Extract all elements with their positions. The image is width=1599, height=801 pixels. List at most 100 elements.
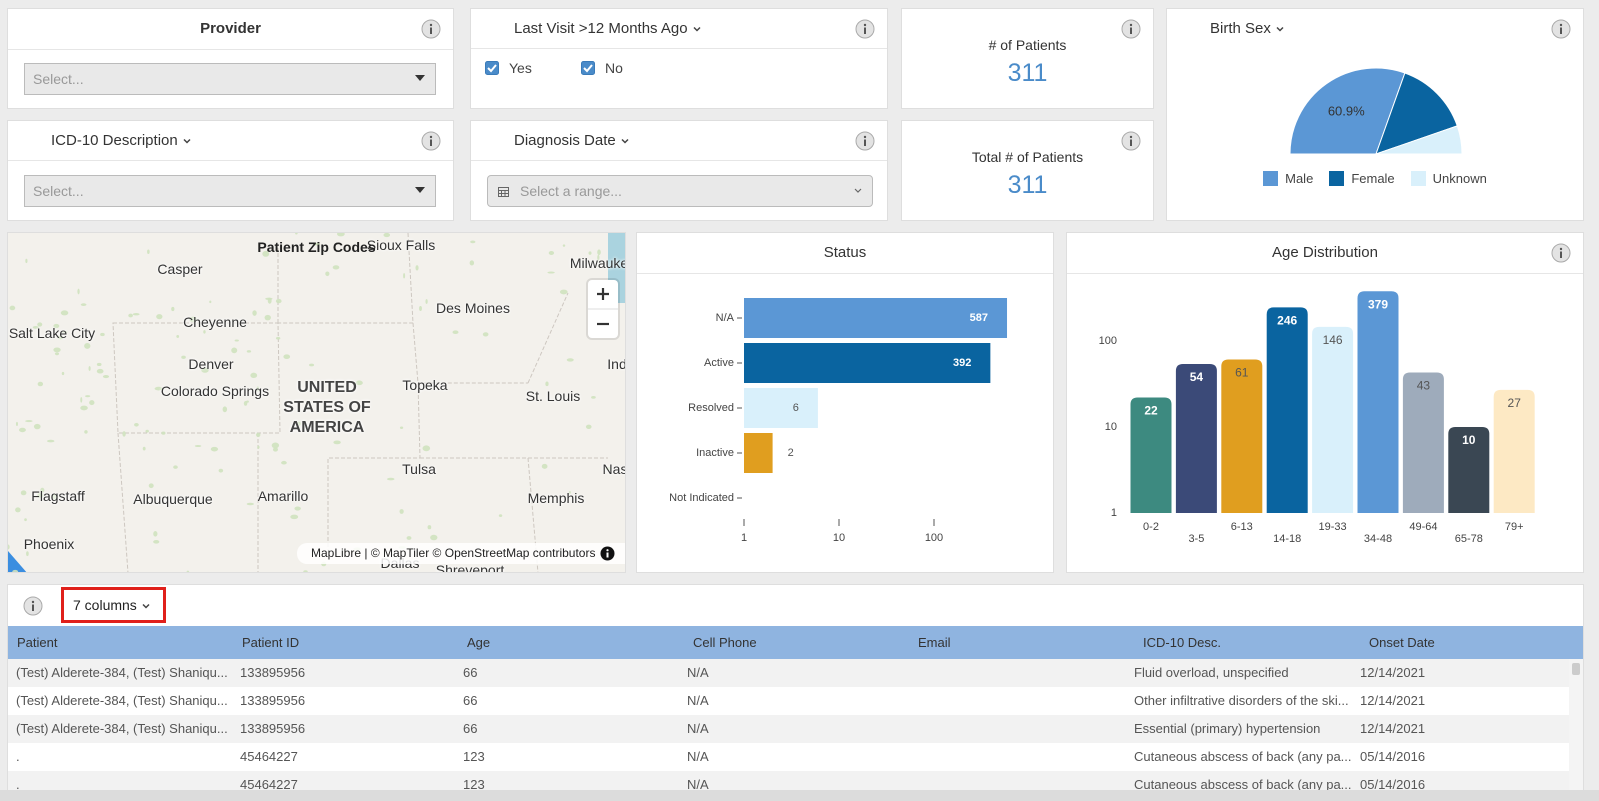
pie: 60.9%: [1289, 67, 1463, 155]
vegetation: [275, 298, 282, 304]
select-placeholder: Select...: [33, 71, 84, 87]
vegetation: [176, 335, 180, 338]
vegetation: [231, 347, 238, 354]
vegetation: [591, 396, 596, 399]
vegetation: [189, 316, 197, 323]
map[interactable]: Sioux Falls Casper Milwauke Cheyenne Des Moi…: [7, 232, 626, 573]
vegetation: [186, 570, 190, 572]
vegetation: [406, 536, 412, 540]
bar: [1402, 372, 1444, 513]
table-cell: 12/14/2021: [1360, 665, 1426, 680]
vegetation: [148, 483, 154, 489]
vegetation: [47, 439, 55, 443]
info-icon[interactable]: [421, 19, 441, 39]
date-range-picker[interactable]: Select a range...: [487, 175, 873, 207]
column-header[interactable]: Email: [918, 635, 951, 650]
checkbox-no[interactable]: No: [581, 60, 623, 76]
column-header[interactable]: Patient ID: [242, 635, 300, 650]
checkbox-label: Yes: [509, 60, 532, 76]
legend-item: Female: [1329, 171, 1395, 186]
filter-title[interactable]: ICD-10 Description: [8, 121, 453, 161]
column-header[interactable]: Patient: [17, 635, 58, 650]
vegetation: [246, 350, 252, 353]
map-label: Colorado Springs: [160, 383, 270, 399]
chart-title: Age Distribution: [1067, 233, 1583, 274]
vegetation: [387, 477, 395, 481]
map-label: Amarillo: [257, 488, 309, 504]
attribution-icon[interactable]: [600, 546, 615, 561]
info-icon[interactable]: [23, 596, 43, 616]
vegetation: [181, 355, 186, 359]
vertical-scrollbar[interactable]: [1569, 659, 1583, 801]
filter-title[interactable]: Diagnosis Date: [471, 121, 887, 161]
vegetation: [173, 465, 178, 469]
vegetation: [256, 386, 260, 392]
vegetation: [425, 299, 428, 304]
table-cell: (Test) Alderete-384, (Test) Shaniqu...: [16, 665, 228, 680]
filter-title: Provider: [8, 9, 453, 50]
column-header[interactable]: ICD-10 Desc.: [1143, 635, 1222, 650]
vegetation: [303, 570, 308, 572]
chevron: [854, 188, 862, 193]
status-plot: N/A 587 Active 392 Resolved 6 Inactive 2 Not Ind…: [669, 298, 1008, 544]
column-header[interactable]: Age: [467, 635, 491, 650]
legend-swatch: [1410, 171, 1426, 186]
info-icon[interactable]: [855, 131, 875, 151]
filter-title-text: ICD-10 Description: [51, 132, 178, 149]
info-icon[interactable]: [1121, 19, 1141, 39]
table-cell: .: [16, 749, 20, 764]
checkbox-yes[interactable]: Yes: [485, 60, 532, 76]
zoom-buttons[interactable]: [588, 280, 618, 338]
vegetation: [77, 288, 80, 295]
column-header[interactable]: Cell Phone: [693, 635, 757, 650]
info-icon[interactable]: [1551, 243, 1571, 263]
vegetation: [80, 303, 87, 306]
vegetation: [25, 258, 28, 264]
columns-button[interactable]: 7 columns: [61, 587, 166, 623]
vegetation: [296, 421, 301, 426]
vegetation: [498, 514, 503, 518]
horizontal-scrollbar[interactable]: [0, 790, 1599, 801]
table-header: Patient Patient ID Age Cell Phone Email ICD-1…: [8, 626, 1583, 659]
info-icon[interactable]: [1551, 19, 1571, 39]
icd10-select[interactable]: Select...: [24, 175, 436, 207]
vegetation: [234, 339, 239, 342]
legend-item: Unknown: [1410, 171, 1487, 186]
bar-label: 587: [970, 312, 988, 324]
info-icon[interactable]: [855, 19, 875, 39]
table-row: (Test) Alderete-384, (Test) Shaniqu... 13…: [8, 659, 1569, 687]
scroll-thumb[interactable]: [1572, 663, 1580, 675]
y-tick-label: Active: [704, 357, 734, 369]
y-tick-label: 10: [1105, 421, 1117, 433]
chevron: [1276, 27, 1284, 32]
vegetation: [427, 525, 432, 530]
table-cell: 66: [463, 693, 478, 708]
vegetation: [252, 310, 257, 316]
table-cell: N/A: [687, 665, 709, 680]
vegetation: [243, 400, 248, 406]
chart-title[interactable]: Birth Sex: [1167, 9, 1583, 49]
table-cell: (Test) Alderete-384, (Test) Shaniqu...: [16, 693, 228, 708]
kpi-value: 311: [1007, 59, 1048, 87]
bar: [1175, 364, 1217, 513]
filter-title[interactable]: Last Visit >12 Months Ago: [471, 9, 887, 49]
vegetation: [100, 332, 105, 337]
bar-label: 10: [1462, 433, 1476, 447]
vegetation: [403, 273, 406, 279]
info-icon[interactable]: [1121, 131, 1141, 151]
x-tick-label: 79+: [1505, 521, 1524, 533]
y-tick-label: Inactive: [696, 447, 734, 459]
legend-label: Unknown: [1432, 171, 1487, 186]
filter-title-text: Diagnosis Date: [514, 132, 616, 149]
info-icon[interactable]: [421, 131, 441, 151]
vegetation: [24, 518, 27, 522]
table-cell: Fluid overload, unspecified: [1134, 665, 1289, 680]
provider-select[interactable]: Select...: [24, 63, 436, 95]
vegetation: [134, 423, 139, 427]
vegetation: [605, 467, 612, 471]
column-header[interactable]: Onset Date: [1369, 635, 1435, 650]
table-row: . 45464227 123 N/A Cutaneous abscess of back…: [8, 743, 1569, 771]
vegetation: [548, 250, 555, 256]
vegetation: [8, 544, 10, 550]
table-cell: 45464227: [240, 777, 298, 792]
